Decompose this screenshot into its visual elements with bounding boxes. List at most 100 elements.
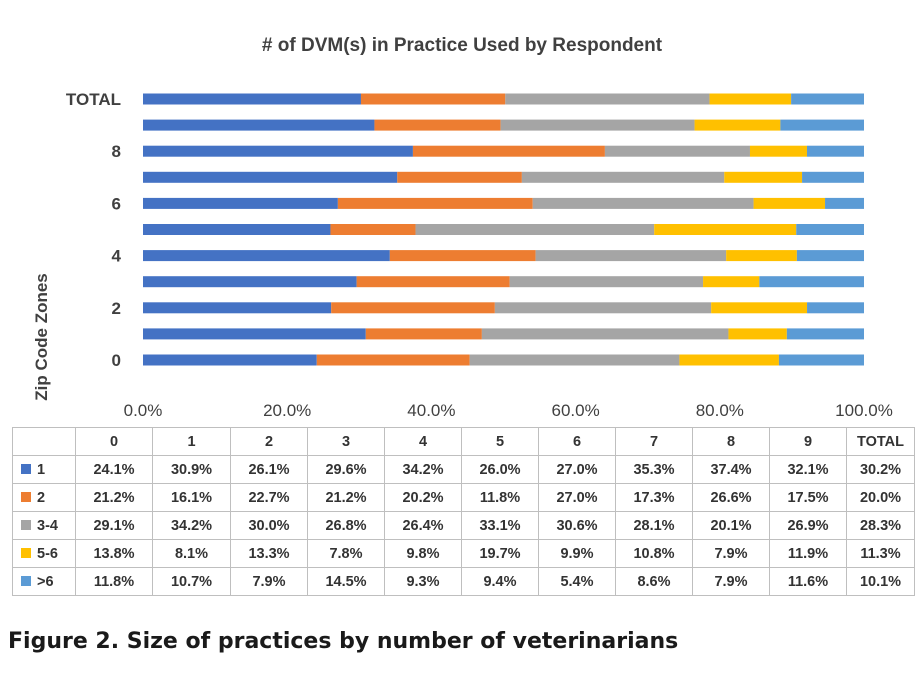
bar-segment-8-series-2: [604, 145, 750, 157]
bar-segment-9-series-1: [374, 119, 501, 131]
table-corner-cell: [12, 427, 76, 456]
legend-swatch: [21, 547, 31, 558]
table-body: 1 24.1% 30.9% 26.1% 29.6% 34.2% 26.0% 27.0% 35.3…: [12, 455, 915, 596]
x-tick-label: 80.0%: [696, 401, 744, 420]
table-cell: 10.8%: [615, 539, 693, 568]
y-tick-label: TOTAL: [66, 90, 121, 109]
bar-segment-0-series-3: [679, 354, 779, 366]
y-tick-label: 2: [112, 299, 121, 318]
bars-group: [143, 93, 864, 366]
table-cell: 9.3%: [384, 567, 462, 596]
table-column-header: 5: [461, 427, 539, 456]
bar-segment-7-series-2: [521, 171, 725, 183]
table-cell: 24.1%: [75, 455, 153, 484]
table-column-header: 9: [769, 427, 847, 456]
x-tick-label: 60.0%: [551, 401, 599, 420]
bar-segment-7-series-0: [143, 171, 398, 183]
table-cell: 17.3%: [615, 483, 693, 512]
bar-segment-4-series-3: [726, 250, 797, 262]
table-cell: 7.9%: [230, 567, 308, 596]
bar-segment-0-series-2: [469, 354, 680, 366]
table-column-header: 6: [538, 427, 616, 456]
bar-segment-1-series-4: [786, 328, 864, 340]
table-cell: 22.7%: [230, 483, 308, 512]
legend-swatch: [21, 519, 31, 530]
legend-series-name: 2: [37, 489, 46, 506]
bar-segment-2-series-1: [331, 302, 495, 314]
table-cell: 35.3%: [615, 455, 693, 484]
table-row: 3-4 29.1% 34.2% 30.0% 26.8% 26.4% 33.1% 30.6% 28…: [12, 511, 915, 540]
table-cell: 30.0%: [230, 511, 308, 540]
table-cell: 19.7%: [461, 539, 539, 568]
bar-segment-3-series-1: [356, 276, 510, 288]
bar-segment-6-series-0: [143, 197, 338, 209]
table-cell: 29.6%: [307, 455, 385, 484]
table-cell: 17.5%: [769, 483, 847, 512]
bar-segment-total-series-2: [505, 93, 710, 105]
bar-segment-6-series-2: [532, 197, 754, 209]
bar-segment-1-series-0: [143, 328, 366, 340]
table-cell: 27.0%: [538, 483, 616, 512]
table-cell: 26.4%: [384, 511, 462, 540]
bar-segment-7-series-4: [802, 171, 864, 183]
table-cell: 7.9%: [692, 567, 770, 596]
table-cell: 32.1%: [769, 455, 847, 484]
table-cell: 27.0%: [538, 455, 616, 484]
table-cell: 16.1%: [152, 483, 231, 512]
table-cell: 26.8%: [307, 511, 385, 540]
bar-segment-7-series-3: [724, 171, 803, 183]
bar-segment-3-series-2: [509, 276, 704, 288]
legend-cell: 5-6: [12, 539, 76, 568]
bar-segment-4-series-1: [389, 250, 536, 262]
table-cell: 13.3%: [230, 539, 308, 568]
bar-segment-total-series-1: [360, 93, 506, 105]
bar-segment-0-series-0: [143, 354, 317, 366]
table-cell: 11.3%: [846, 539, 915, 568]
bar-segment-0-series-1: [316, 354, 470, 366]
table-column-header: 3: [307, 427, 385, 456]
bar-segment-8-series-4: [806, 145, 864, 157]
table-cell: 26.6%: [692, 483, 770, 512]
x-tick-label: 20.0%: [263, 401, 311, 420]
y-tick-label: 6: [112, 194, 121, 213]
bar-segment-5-series-2: [415, 224, 655, 235]
chart-title: # of DVM(s) in Practice Used by Responde…: [262, 35, 663, 56]
table-cell: 11.8%: [75, 567, 153, 596]
bar-segment-2-series-2: [494, 302, 712, 314]
table-cell: 9.9%: [538, 539, 616, 568]
table-cell: 7.8%: [307, 539, 385, 568]
table-cell: 26.0%: [461, 455, 539, 484]
bar-segment-6-series-1: [337, 197, 533, 209]
bar-segment-3-series-4: [759, 276, 864, 288]
table-cell: 28.3%: [846, 511, 915, 540]
table-column-header: 2: [230, 427, 308, 456]
bar-segment-6-series-4: [825, 197, 864, 209]
bar-segment-3-series-3: [703, 276, 760, 288]
legend-cell: 2: [12, 483, 76, 512]
x-tick-label: 100.0%: [835, 401, 893, 420]
bar-segment-1-series-3: [728, 328, 787, 340]
bar-segment-5-series-4: [796, 224, 864, 235]
legend-swatch: [21, 463, 31, 474]
table-cell: 37.4%: [692, 455, 770, 484]
table-cell: 34.2%: [152, 511, 231, 540]
y-axis-title: Zip Code Zones: [32, 273, 51, 401]
bar-segment-total-series-3: [709, 93, 792, 105]
table-column-header: 1: [152, 427, 231, 456]
table-cell: 11.8%: [461, 483, 539, 512]
table-column-header: TOTAL: [846, 427, 915, 456]
table-cell: 26.1%: [230, 455, 308, 484]
legend-cell: >6: [12, 567, 76, 596]
table-column-header: 8: [692, 427, 770, 456]
legend-series-name: 5-6: [37, 545, 58, 562]
bar-segment-9-series-2: [500, 119, 695, 131]
legend-cell: 1: [12, 455, 76, 484]
table-cell: 20.2%: [384, 483, 462, 512]
table-cell: 30.6%: [538, 511, 616, 540]
table-cell: 14.5%: [307, 567, 385, 596]
bar-segment-9-series-4: [780, 119, 864, 131]
data-table: 0 1 2 3 4 5 6 7 8 9 TOTAL 1 24.1% 30.9% 26.1% 29.6% 34.…: [12, 427, 915, 596]
bar-segment-4-series-0: [143, 250, 390, 262]
table-cell: 21.2%: [307, 483, 385, 512]
table-cell: 9.4%: [461, 567, 539, 596]
